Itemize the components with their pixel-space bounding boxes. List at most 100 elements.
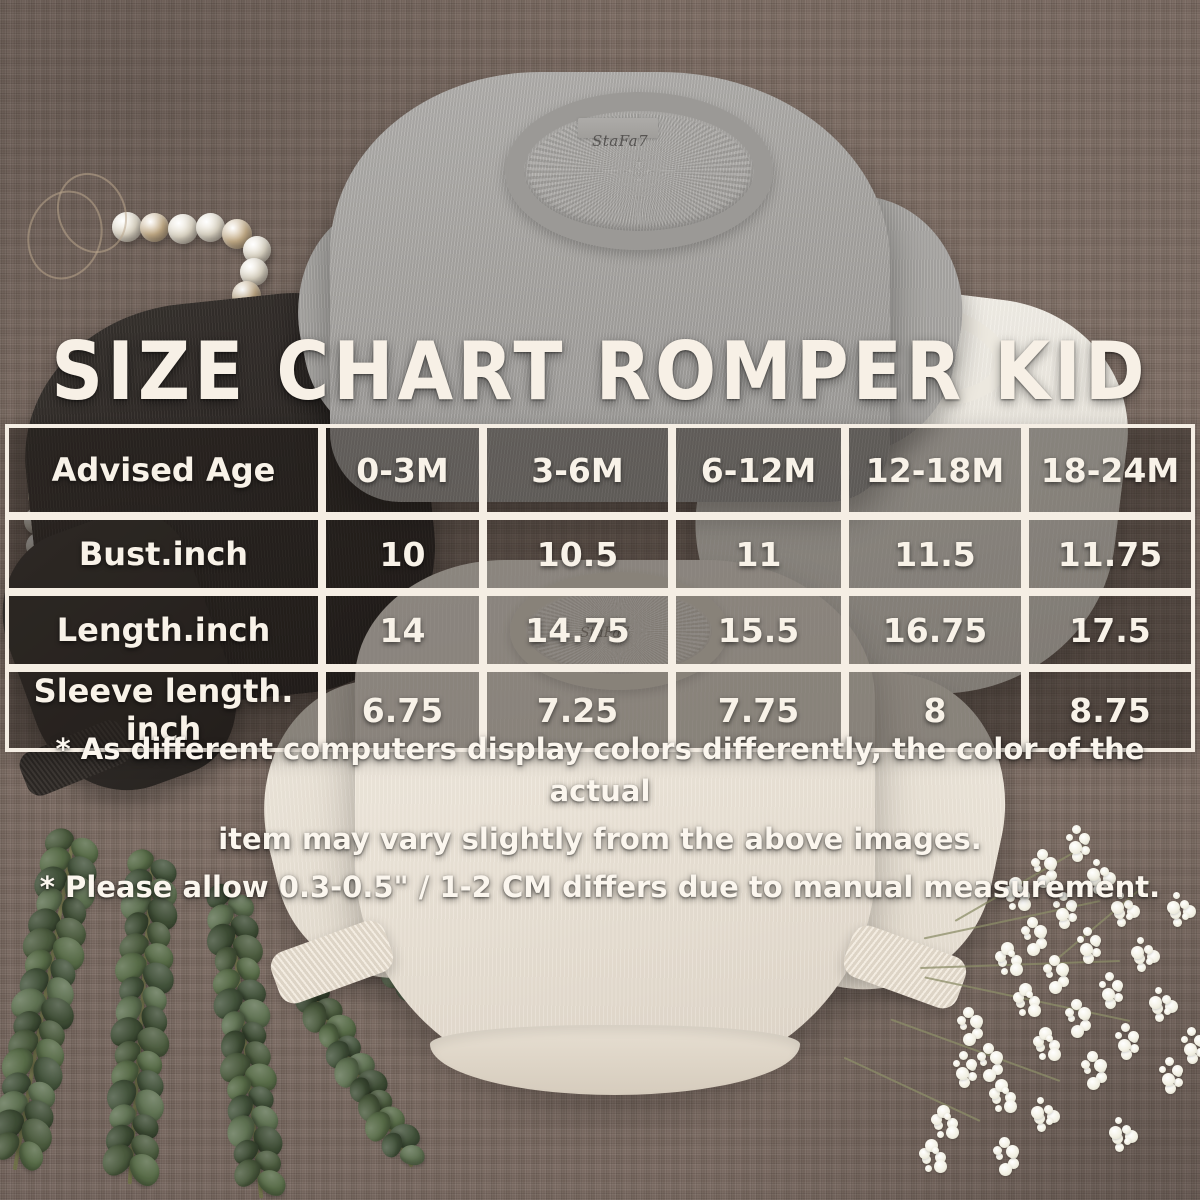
babys-breath-floret [1101,988,1115,1002]
babys-breath-floret [1173,917,1183,927]
babys-breath-floret [1115,1117,1123,1125]
babys-breath-floret [1002,1086,1010,1094]
babys-breath-floret [1090,934,1102,946]
babys-breath-floret [1083,1067,1091,1075]
cell-value: 7.25 [483,668,672,752]
babys-breath-floret [1059,917,1071,929]
babys-breath-floret [1020,925,1030,935]
babys-breath-floret [992,1145,1002,1155]
babys-breath-floret [1110,900,1124,914]
babys-breath-floret [1148,995,1162,1009]
babys-breath-floret [1076,935,1084,943]
babys-breath-floret [1046,1117,1054,1125]
babys-breath-floret [1080,1019,1092,1031]
footnote-line-1: * As different computers display colors … [55,732,1145,809]
table-row: Sleeve length. inch 6.75 7.25 7.75 8 8.75 [5,668,1195,752]
babys-breath-floret [1035,1043,1045,1053]
grey-romper-neck-tag [578,118,658,138]
babys-breath-floret [959,1023,967,1031]
header-size-6-12m: 6-12M [672,424,845,516]
babys-breath-floret [1083,952,1095,964]
babys-breath-floret [1105,972,1115,982]
babys-breath-floret [1196,1047,1200,1057]
babys-breath-floret [937,1130,945,1138]
bead [196,213,225,242]
babys-breath-floret [1015,999,1025,1009]
cell-value: 10 [322,516,483,592]
babys-breath-floret [995,1104,1003,1112]
babys-breath-floret [1187,1027,1197,1037]
babys-breath-floret [963,1007,975,1019]
babys-breath-floret [956,1015,966,1025]
cell-value: 16.75 [845,592,1025,668]
babys-breath-floret [932,1146,940,1154]
babys-breath-floret [1009,902,1017,910]
babys-breath-floret [1180,899,1190,909]
babys-breath-floret [1086,867,1100,881]
babys-breath-floret [1059,892,1069,902]
babys-breath-floret [1071,999,1083,1011]
row-label-sleeve-length-inch: Sleeve length. inch [5,668,322,752]
grey-romper-collar [505,92,773,250]
babys-breath-floret [1081,845,1091,855]
babys-breath-floret [1121,1048,1133,1060]
babys-breath-floret [1036,937,1048,949]
footnote-line-2: item may vary slightly from the above im… [218,822,982,857]
row-label-length-inch: Length.inch [5,592,322,668]
babys-breath-floret [1087,1051,1099,1063]
babys-breath-floret [1183,1043,1197,1057]
babys-breath-floret [963,1032,977,1046]
babys-breath-floret [946,1125,960,1139]
cell-value: 11 [672,516,845,592]
cell-value: 10.5 [483,516,672,592]
babys-breath-floret [976,1051,986,1061]
babys-breath-floret [1016,884,1024,892]
babys-breath-floret [1165,1057,1175,1067]
babys-breath-floret [955,1067,969,1081]
babys-breath-floret [1032,1035,1044,1047]
babys-breath-floret [1078,1006,1092,1020]
babys-breath-floret [1058,975,1070,987]
babys-breath-floret [1112,979,1124,991]
cell-value: 7.75 [672,668,845,752]
babys-breath-floret [1037,1122,1047,1132]
babys-breath-floret [1124,899,1134,909]
babys-breath-floret [1114,1031,1122,1039]
table-row: Bust.inch 10 10.5 11 11.5 11.75 [5,516,1195,592]
babys-breath-floret [1019,1008,1027,1016]
footnotes: * As different computers display colors … [20,728,1180,914]
babys-breath-floret [1117,917,1127,927]
babys-breath-floret [918,1147,930,1159]
page-title: SIZE CHART ROMPER KID [51,323,1149,419]
babys-breath-floret [1044,1104,1054,1114]
babys-breath-floret [1137,962,1147,972]
babys-breath-floret [1080,1059,1090,1069]
babys-breath-floret [972,1027,984,1039]
babys-breath-floret [970,1014,984,1028]
bead [140,213,169,242]
cell-value: 14 [322,592,483,668]
babys-breath-floret [988,1087,1000,1099]
babys-breath-floret [1046,1034,1054,1042]
cell-value: 11.5 [845,516,1025,592]
babys-breath-floret [968,1071,978,1081]
babys-breath-floret [959,1076,971,1088]
babys-breath-floret [1068,912,1078,922]
babys-breath-floret [1056,962,1070,976]
header-advised-age: Advised Age [5,424,322,516]
babys-breath-floret [1108,1125,1122,1139]
grey-romper-brand-label: StaFa7 [592,132,649,150]
babys-breath-floret [1114,992,1124,1002]
babys-breath-floret [1164,1007,1172,1015]
babys-breath-floret [995,1153,1003,1161]
babys-breath-floret [1124,1137,1132,1145]
babys-breath-floret [999,1137,1011,1149]
header-size-12-18m: 12-18M [845,424,1025,516]
babys-breath-floret [1174,1077,1184,1087]
babys-breath-floret [1105,997,1117,1009]
babys-breath-floret [921,1155,931,1165]
footnote-line-3: * Please allow 0.3-0.5" / 1-2 CM differs… [39,870,1161,905]
babys-breath-floret [1079,943,1093,957]
babys-breath-floret [1182,912,1190,920]
